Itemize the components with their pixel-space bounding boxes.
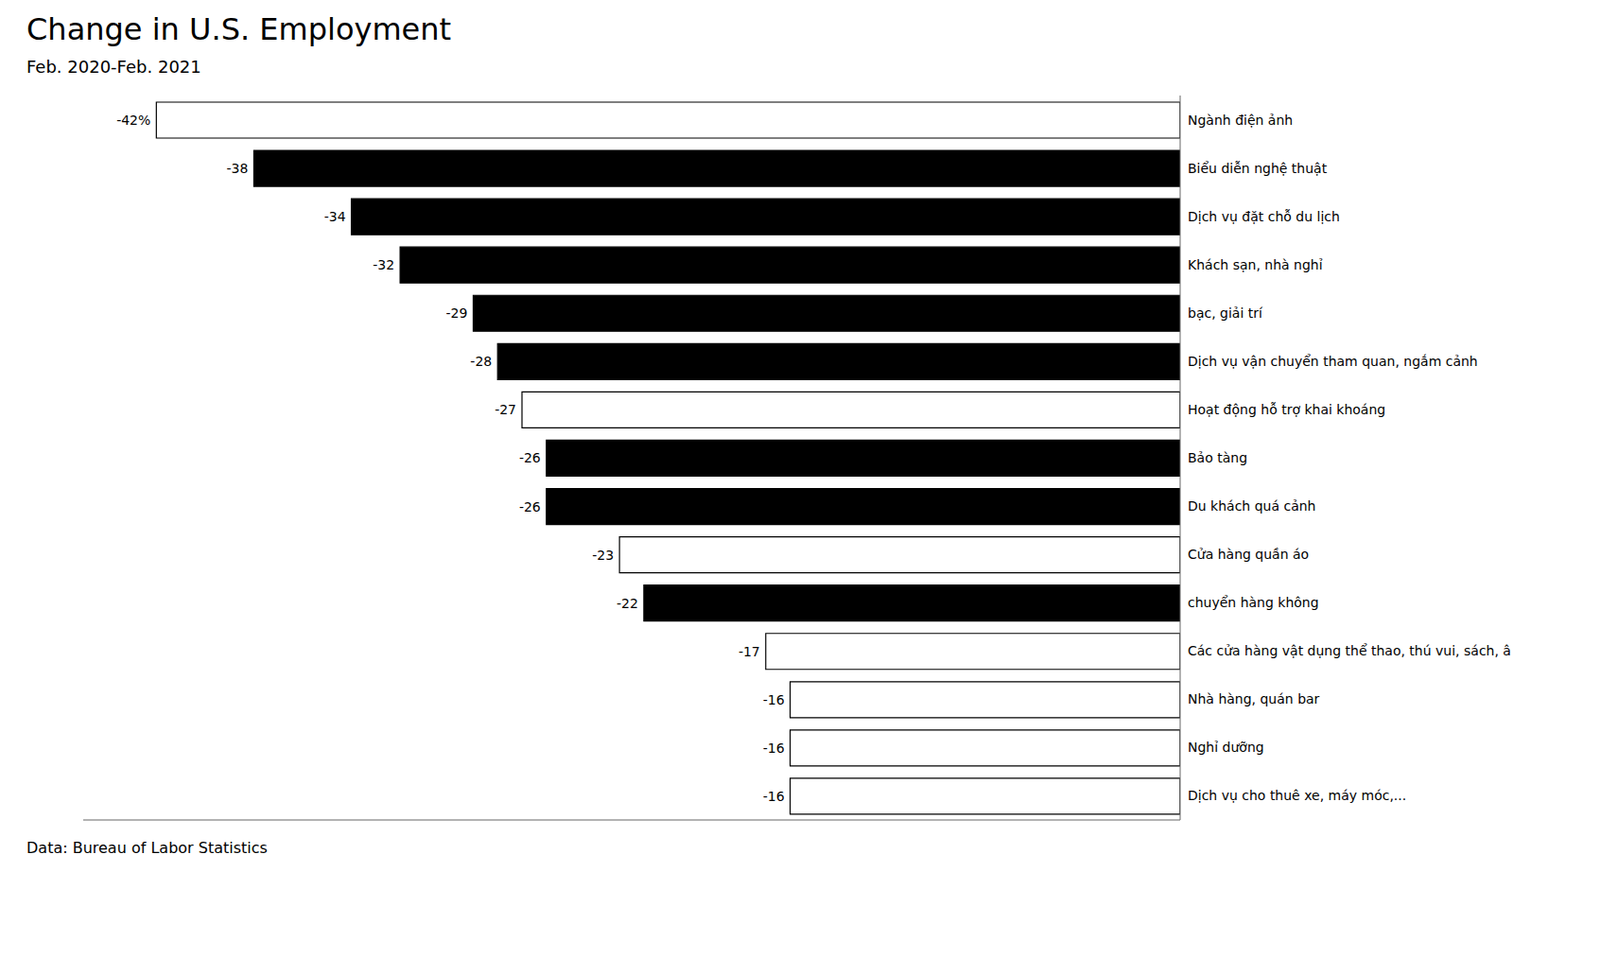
svg-text:-16: -16 <box>763 788 785 804</box>
svg-text:chuyển hàng không: chuyển hàng không <box>1187 594 1320 610</box>
svg-text:-32: -32 <box>372 257 395 273</box>
svg-text:-22: -22 <box>616 595 639 611</box>
svg-text:-23: -23 <box>591 547 614 563</box>
svg-text:-42%: -42% <box>116 112 151 128</box>
svg-text:Dịch vụ cho thuê xe, máy móc,.: Dịch vụ cho thuê xe, máy móc,... <box>1187 787 1407 803</box>
html-text:Feb. 2020-Feb. 2021: Feb. 2020-Feb. 2021 <box>26 56 202 77</box>
html-text:Data: Bureau of Labor Statisti: Data: Bureau of Labor Statistics <box>26 838 268 857</box>
svg-text:Dịch vụ vận chuyển tham quan,: Dịch vụ vận chuyển tham quan, ngắm cảnh <box>1187 353 1479 369</box>
svg-text:-16: -16 <box>763 740 785 756</box>
svg-text:-29: -29 <box>446 305 469 321</box>
svg-text:-26: -26 <box>519 450 541 466</box>
svg-text:Khách sạn, nhà nghỉ: Khách sạn, nhà nghỉ <box>1187 257 1323 273</box>
svg-text:bạc, giải trí: bạc, giải trí <box>1187 305 1264 321</box>
svg-text:Các cửa hàng vật dụng thể thao: Các cửa hàng vật dụng thể thao, thú vui,… <box>1187 643 1512 659</box>
svg-text:Cửa hàng quần áo: Cửa hàng quần áo <box>1187 546 1309 562</box>
svg-text:-26: -26 <box>519 499 541 515</box>
svg-text:Bảo tàng: Bảo tàng <box>1187 450 1248 466</box>
svg-text:-27: -27 <box>494 401 517 418</box>
svg-text:-34: -34 <box>324 208 347 225</box>
svg-text:-16: -16 <box>763 692 785 708</box>
svg-text:-28: -28 <box>469 353 492 369</box>
svg-text:Dịch vụ đặt chỗ du lịch: Dịch vụ đặt chỗ du lịch <box>1187 208 1340 225</box>
svg-text:Nghỉ dưỡng: Nghỉ dưỡng <box>1187 739 1265 755</box>
svg-text:Ngành điện ảnh: Ngành điện ảnh <box>1187 112 1293 128</box>
svg-text:Nhà hàng, quán bar: Nhà hàng, quán bar <box>1187 691 1321 707</box>
svg-text:-17: -17 <box>738 643 761 660</box>
svg-text:Biểu diễn nghệ thuật: Biểu diễn nghệ thuật <box>1187 160 1328 176</box>
svg-text:Hoạt động hỗ trợ khai khoáng: Hoạt động hỗ trợ khai khoáng <box>1187 401 1386 418</box>
svg-text:-38: -38 <box>226 160 249 176</box>
html-text:Change in U.S. Employment: Change in U.S. Employment <box>26 11 452 48</box>
svg-text:Du khách quá cảnh: Du khách quá cảnh <box>1187 498 1317 514</box>
